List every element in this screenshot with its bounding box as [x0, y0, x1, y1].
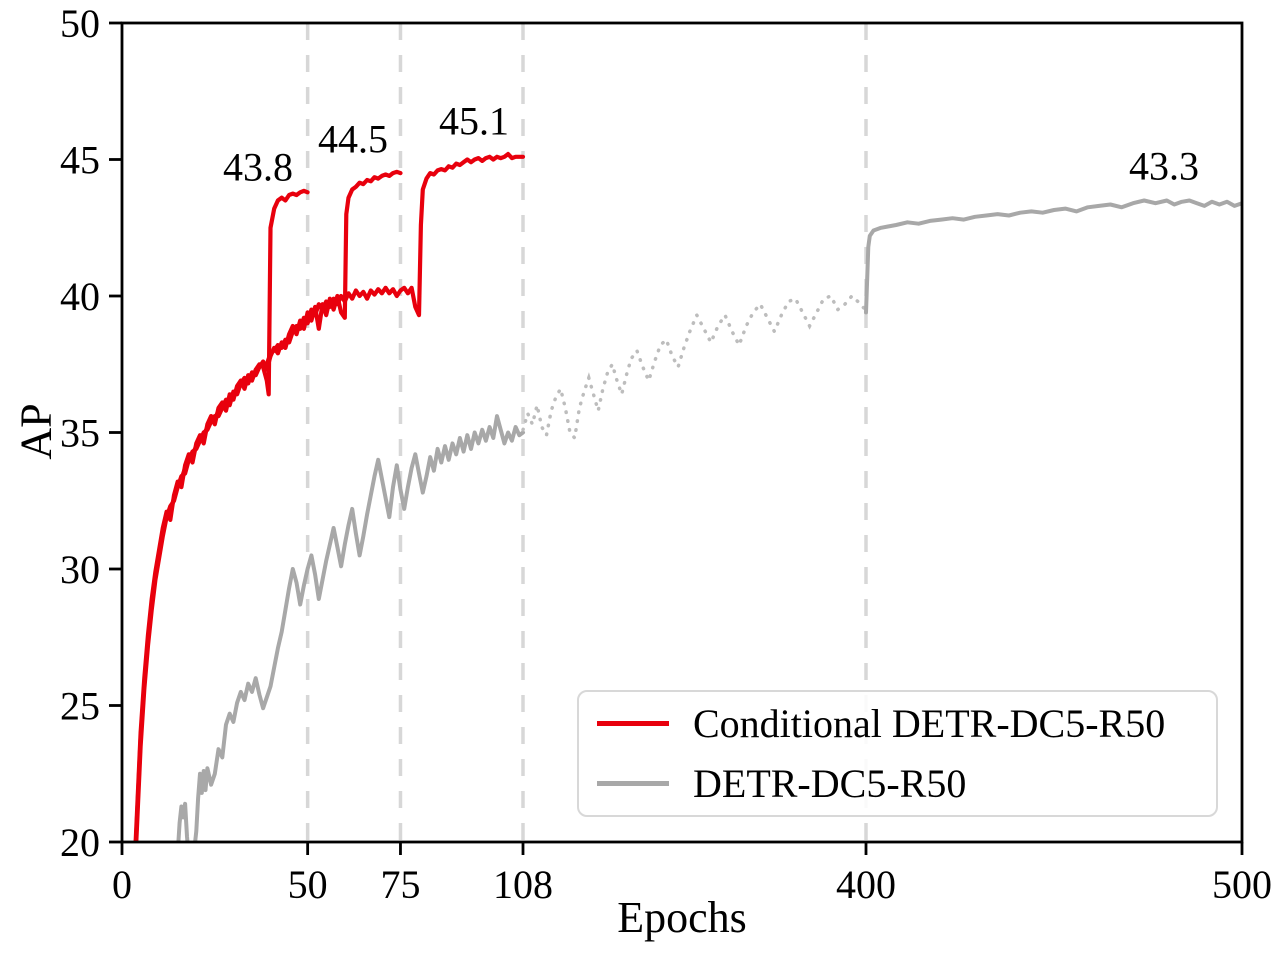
legend-line-gray	[597, 781, 669, 786]
y-axis-label: AP	[11, 403, 61, 460]
series-0	[133, 151, 526, 842]
legend-line-red	[597, 721, 669, 726]
y-tick-label: 30	[60, 547, 100, 592]
x-tick-label: 108	[493, 862, 553, 907]
y-axis-ticks: 20 25 30 35 40 45 50	[60, 1, 122, 865]
y-tick-label: 40	[60, 274, 100, 319]
legend-entry-conditional-detr: Conditional DETR-DC5-R50	[579, 701, 1216, 747]
curve-segment	[176, 414, 525, 842]
y-tick-label: 20	[60, 820, 100, 865]
x-axis-ticks: 0 50 75 108 400 500	[112, 842, 1272, 907]
series-1	[176, 198, 1242, 842]
x-tick-label: 0	[112, 862, 132, 907]
legend: Conditional DETR-DC5-R50 DETR-DC5-R50	[577, 690, 1218, 817]
curve-segment	[864, 198, 1242, 315]
curve-segment	[521, 293, 868, 443]
y-tick-label: 50	[60, 1, 100, 46]
legend-label: Conditional DETR-DC5-R50	[693, 700, 1166, 746]
legend-label: DETR-DC5-R50	[693, 760, 967, 806]
x-tick-label: 50	[288, 862, 328, 907]
x-tick-label: 500	[1212, 862, 1272, 907]
y-tick-label: 25	[60, 684, 100, 729]
curve-segment	[133, 188, 310, 842]
annotation-43.3: 43.3	[1129, 143, 1199, 189]
legend-entry-detr: DETR-DC5-R50	[579, 761, 1216, 807]
y-tick-label: 45	[60, 138, 100, 183]
x-tick-label: 75	[380, 862, 420, 907]
y-tick-label: 35	[60, 411, 100, 456]
curve-segment	[133, 151, 526, 842]
x-tick-label: 400	[836, 862, 896, 907]
annotation-44.5: 44.5	[318, 116, 388, 162]
x-axis-label: Epochs	[617, 893, 747, 942]
annotation-45.1: 45.1	[439, 98, 509, 144]
annotation-43.8: 43.8	[223, 144, 293, 190]
